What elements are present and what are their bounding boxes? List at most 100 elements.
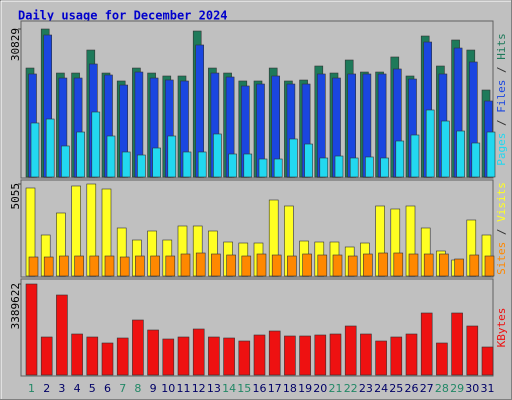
bar <box>119 256 130 277</box>
x-tick-label: 26 <box>405 382 419 395</box>
bar <box>223 337 235 376</box>
bar <box>152 147 161 178</box>
bar <box>271 254 282 277</box>
bar <box>334 155 344 178</box>
x-tick-label: 6 <box>104 382 111 395</box>
bar <box>116 337 129 376</box>
bar <box>228 153 237 178</box>
bar <box>56 294 68 376</box>
x-tick-label: 30 <box>465 382 479 395</box>
bar <box>195 252 206 277</box>
bar <box>226 254 236 277</box>
x-tick-label: 7 <box>119 382 126 395</box>
bar <box>76 131 85 178</box>
bar <box>59 255 69 277</box>
legend-entry: Sites <box>495 242 508 275</box>
bar <box>101 342 114 376</box>
bar <box>304 143 313 178</box>
x-tick-label: 3 <box>58 382 65 395</box>
bar <box>289 138 298 178</box>
x-tick-label: 21 <box>329 382 343 395</box>
bar <box>287 255 297 277</box>
x-tick-label: 10 <box>161 382 175 395</box>
bar <box>332 254 343 277</box>
bar <box>486 131 496 178</box>
bar <box>481 346 494 376</box>
legend: Pages / Files / Hits <box>495 33 508 166</box>
x-tick-label: 28 <box>435 382 449 395</box>
bar <box>165 255 176 277</box>
chart-title: Daily usage for December 2024 <box>18 9 228 23</box>
bar <box>395 140 405 178</box>
bar <box>380 157 389 178</box>
x-tick-label: 15 <box>237 382 251 395</box>
legend-entry: Visits <box>495 182 508 222</box>
bar <box>197 151 207 178</box>
bar <box>314 334 327 376</box>
bar <box>28 256 39 277</box>
bar <box>89 255 100 277</box>
x-tick-label: 16 <box>253 382 267 395</box>
bar <box>25 283 38 376</box>
x-tick-label: 12 <box>192 382 206 395</box>
y-tick-label: 30829 <box>9 28 22 61</box>
bar <box>182 151 192 178</box>
x-tick-label: 18 <box>283 382 297 395</box>
bar <box>61 145 70 178</box>
x-tick-label: 19 <box>298 382 312 395</box>
bar <box>213 133 222 178</box>
bar <box>390 336 403 376</box>
bar <box>106 135 116 178</box>
bar <box>268 330 281 376</box>
x-tick-label: 17 <box>268 382 282 395</box>
bar <box>45 118 55 178</box>
bar <box>91 111 101 178</box>
bar <box>425 109 435 178</box>
bar <box>410 134 420 178</box>
x-tick-label: 31 <box>481 382 495 395</box>
bar <box>349 157 359 178</box>
bar <box>484 255 495 277</box>
bar <box>30 122 40 178</box>
bar <box>74 255 84 277</box>
bar <box>420 312 433 376</box>
x-tick-label: 5 <box>89 382 96 395</box>
x-tick-label: 23 <box>359 382 373 395</box>
bar <box>317 254 328 277</box>
bar <box>319 157 329 178</box>
bar <box>167 135 177 178</box>
bar <box>150 255 160 277</box>
bar <box>121 151 131 178</box>
bar <box>302 253 312 277</box>
y-tick-label: 3389622 <box>9 283 22 329</box>
bar <box>299 335 311 376</box>
bar <box>256 253 267 277</box>
x-tick-label: 8 <box>134 382 141 395</box>
bar <box>162 338 175 376</box>
bar <box>180 253 191 277</box>
bar <box>208 336 220 376</box>
bar <box>284 335 296 376</box>
x-tick-label: 24 <box>374 382 388 395</box>
bar <box>177 336 190 376</box>
x-tick-label: 9 <box>150 382 157 395</box>
x-tick-label: 11 <box>177 382 191 395</box>
bar <box>375 340 387 376</box>
x-tick-label: 27 <box>420 382 434 395</box>
legend: KBytes <box>495 308 508 348</box>
legend-separator: / <box>495 60 508 80</box>
bar <box>347 255 358 277</box>
legend: Sites / Visits <box>495 182 508 275</box>
y-tick-label: 5055 <box>9 183 22 210</box>
x-tick-label: 13 <box>207 382 221 395</box>
bar <box>86 336 99 376</box>
legend-entry: Hits <box>495 33 508 60</box>
bar <box>137 154 146 178</box>
bar <box>360 333 372 376</box>
bar <box>241 255 252 277</box>
bar <box>363 253 373 277</box>
bar <box>466 325 479 376</box>
legend-entry: Pages <box>495 133 508 166</box>
bar <box>393 252 404 277</box>
bar <box>329 333 342 376</box>
